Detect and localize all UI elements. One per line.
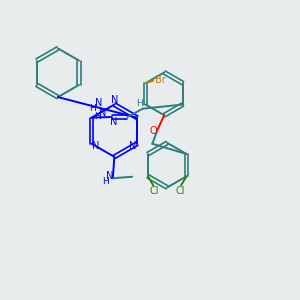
Text: H: H [102, 177, 109, 186]
Text: Cl: Cl [150, 186, 159, 196]
Text: Cl: Cl [175, 186, 185, 196]
Text: H: H [136, 99, 142, 108]
Text: N: N [110, 117, 117, 127]
Text: N: N [106, 171, 113, 181]
Text: N: N [95, 98, 102, 108]
Text: N: N [129, 141, 136, 151]
Text: N: N [92, 141, 100, 151]
Text: Br: Br [154, 76, 165, 85]
Text: O: O [150, 126, 157, 136]
Text: H: H [94, 112, 101, 121]
Text: H: H [89, 104, 95, 113]
Text: N: N [111, 95, 118, 105]
Text: N: N [99, 108, 106, 118]
